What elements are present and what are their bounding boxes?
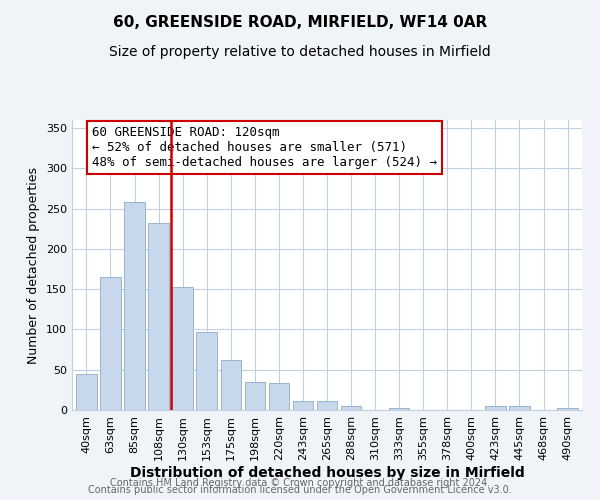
Bar — [317, 401, 337, 410]
Text: 60, GREENSIDE ROAD, MIRFIELD, WF14 0AR: 60, GREENSIDE ROAD, MIRFIELD, WF14 0AR — [113, 15, 487, 30]
Bar — [196, 332, 217, 410]
Bar — [76, 374, 97, 410]
Text: Distribution of detached houses by size in Mirfield: Distribution of detached houses by size … — [130, 466, 524, 480]
Bar — [221, 360, 241, 410]
Bar — [245, 382, 265, 410]
Bar — [293, 401, 313, 410]
Text: Size of property relative to detached houses in Mirfield: Size of property relative to detached ho… — [109, 45, 491, 59]
Bar — [172, 287, 193, 410]
Bar — [269, 384, 289, 410]
Y-axis label: Number of detached properties: Number of detached properties — [28, 166, 40, 364]
Bar — [485, 406, 506, 410]
Bar — [509, 406, 530, 410]
Bar — [124, 202, 145, 410]
Text: Contains public sector information licensed under the Open Government Licence v3: Contains public sector information licen… — [88, 485, 512, 495]
Bar — [341, 406, 361, 410]
Bar — [557, 408, 578, 410]
Text: 60 GREENSIDE ROAD: 120sqm
← 52% of detached houses are smaller (571)
48% of semi: 60 GREENSIDE ROAD: 120sqm ← 52% of detac… — [92, 126, 437, 169]
Text: Contains HM Land Registry data © Crown copyright and database right 2024.: Contains HM Land Registry data © Crown c… — [110, 478, 490, 488]
Bar — [389, 408, 409, 410]
Bar — [100, 277, 121, 410]
Bar — [148, 223, 169, 410]
